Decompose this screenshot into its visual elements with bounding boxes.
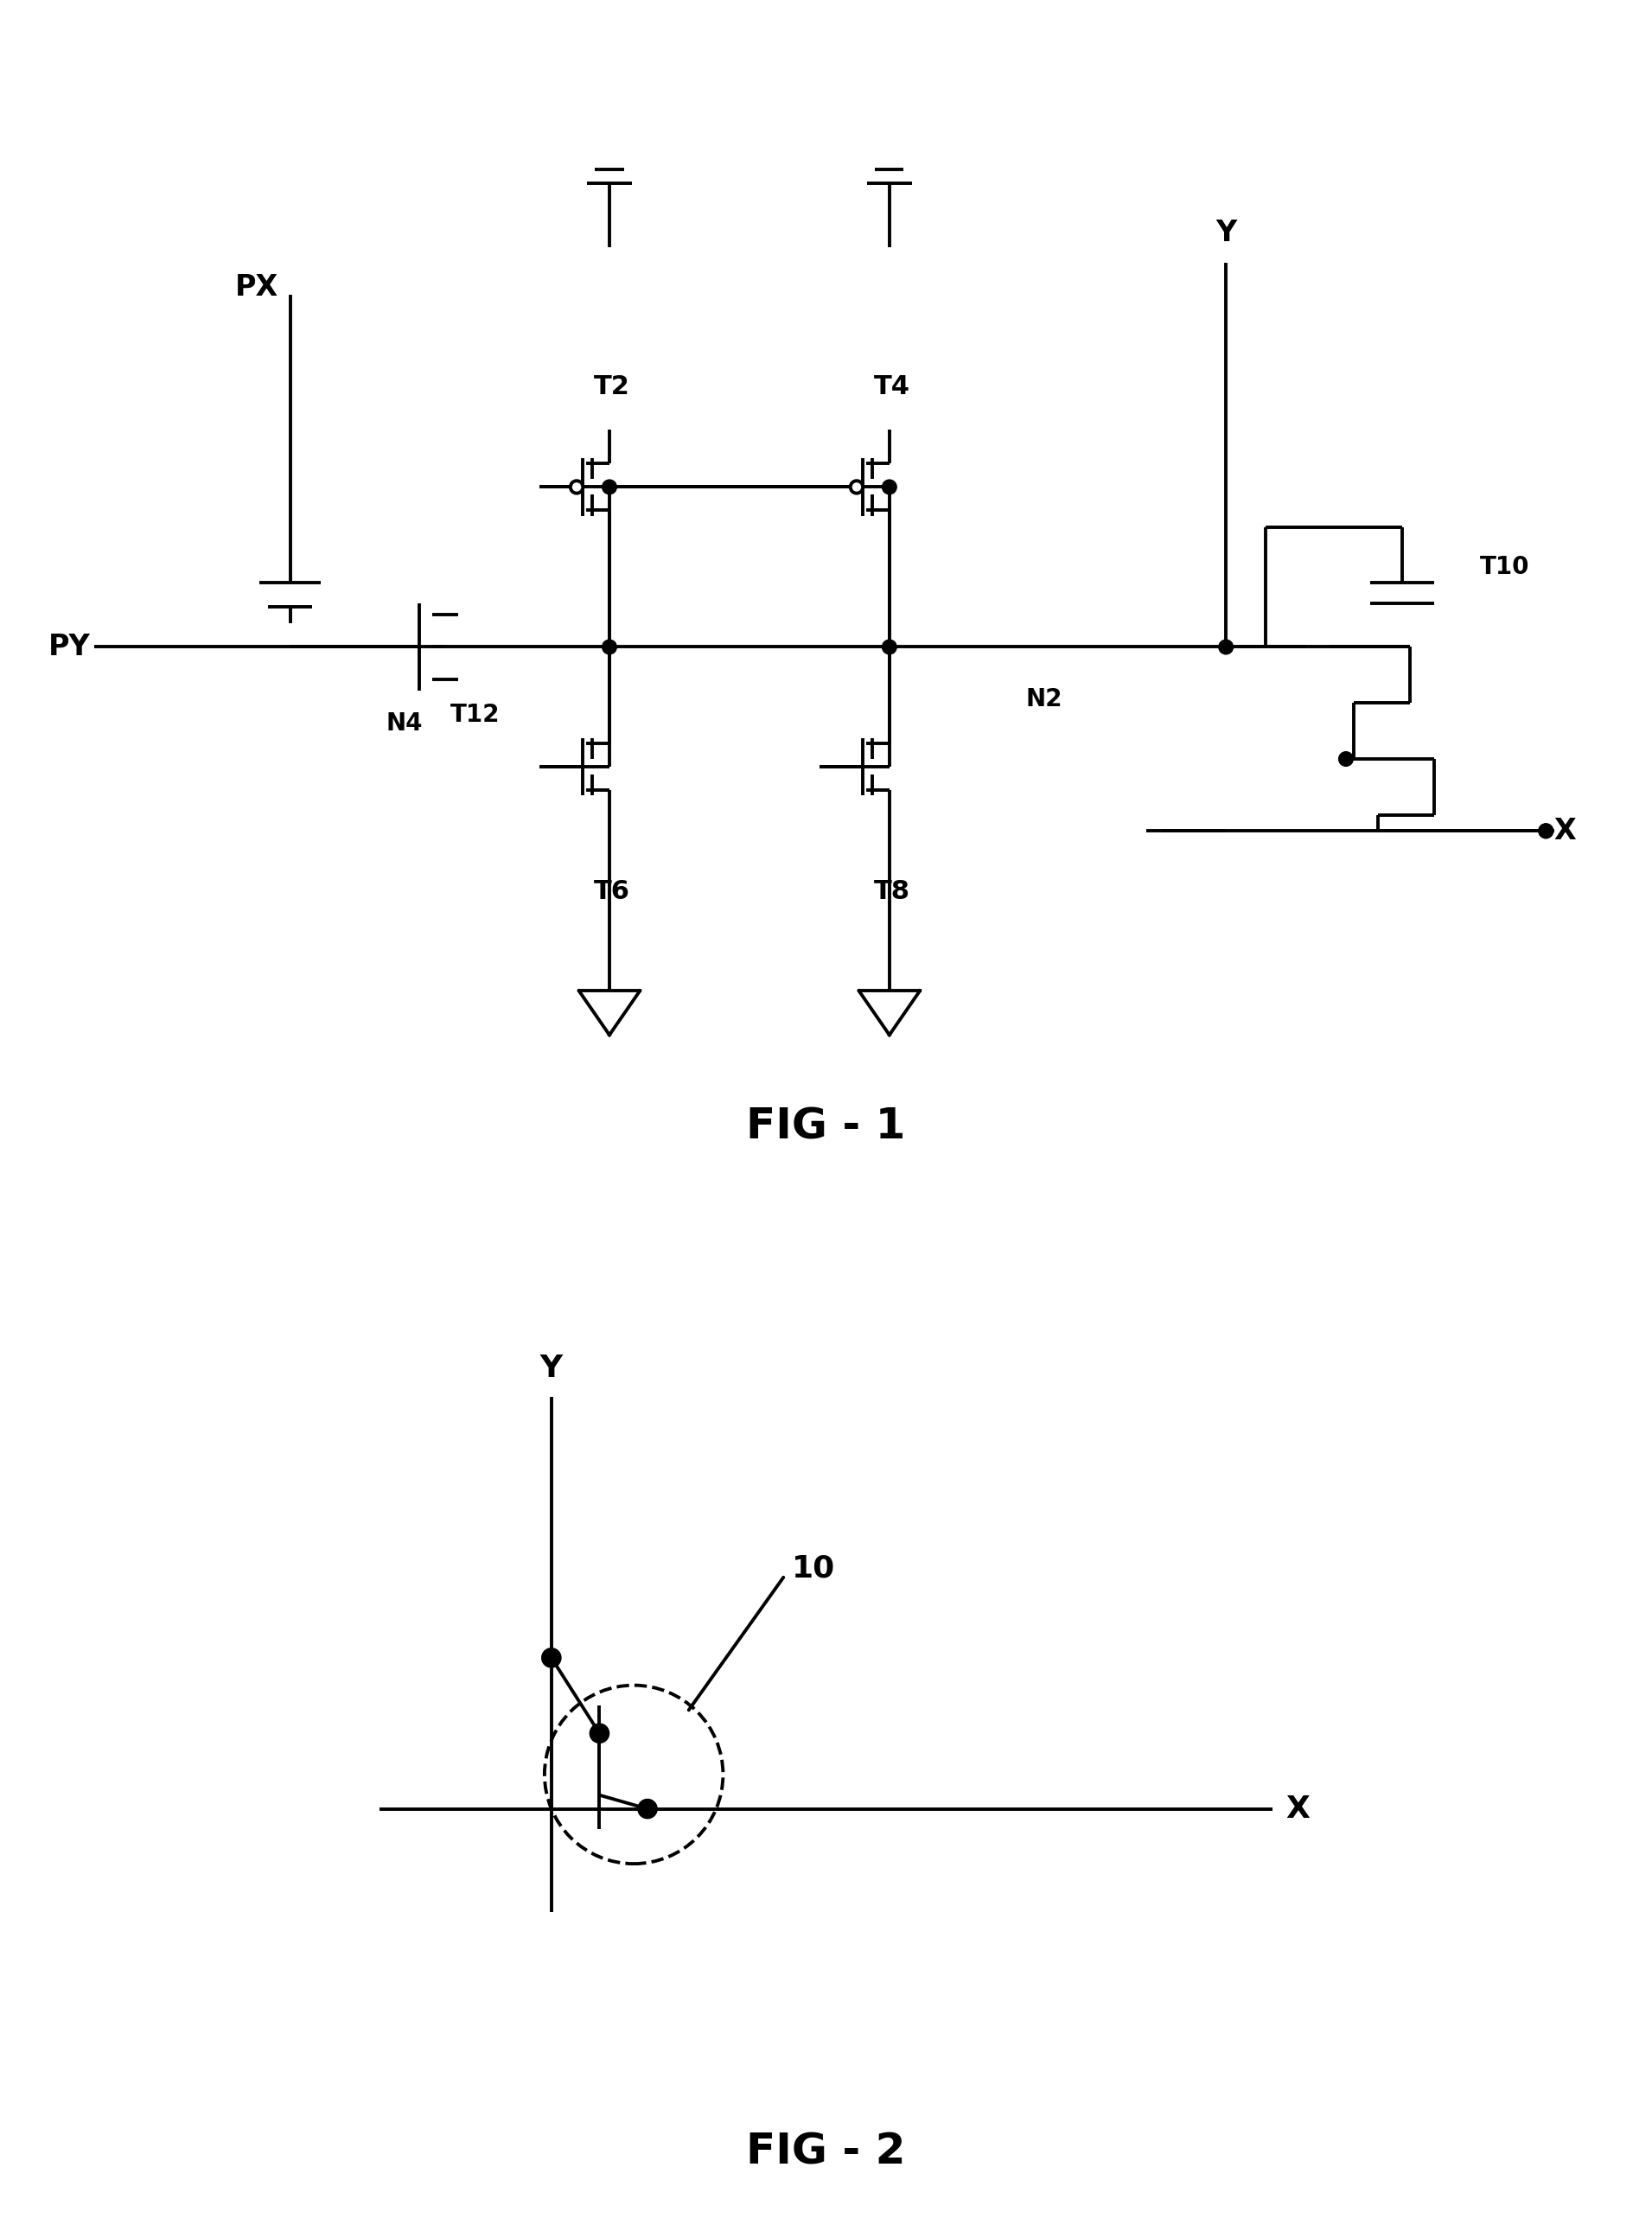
Circle shape [542,1649,562,1667]
Circle shape [1538,823,1553,839]
Text: FIG - 1: FIG - 1 [747,1107,905,1147]
Text: 10: 10 [791,1553,836,1584]
Circle shape [1538,823,1553,839]
Text: Y: Y [1216,219,1236,248]
Circle shape [603,480,616,495]
Text: X: X [1555,817,1576,846]
Circle shape [882,480,897,495]
Text: T6: T6 [595,879,631,904]
Circle shape [590,1725,610,1742]
Text: PY: PY [48,634,91,660]
Circle shape [603,640,616,654]
Text: T12: T12 [449,703,501,727]
Circle shape [851,482,862,493]
Text: Y: Y [540,1354,563,1383]
Text: FIG - 2: FIG - 2 [747,2131,905,2173]
Text: N4: N4 [387,712,423,736]
Text: N2: N2 [1026,687,1062,712]
Circle shape [1219,640,1232,654]
Text: X: X [1285,1794,1310,1823]
Text: T8: T8 [874,879,910,904]
Circle shape [882,640,897,654]
Text: T2: T2 [595,375,629,399]
Text: T10: T10 [1480,556,1530,580]
Circle shape [638,1798,657,1818]
Circle shape [570,482,583,493]
Text: PX: PX [235,272,278,301]
Text: T4: T4 [874,375,910,399]
Circle shape [1338,752,1353,765]
